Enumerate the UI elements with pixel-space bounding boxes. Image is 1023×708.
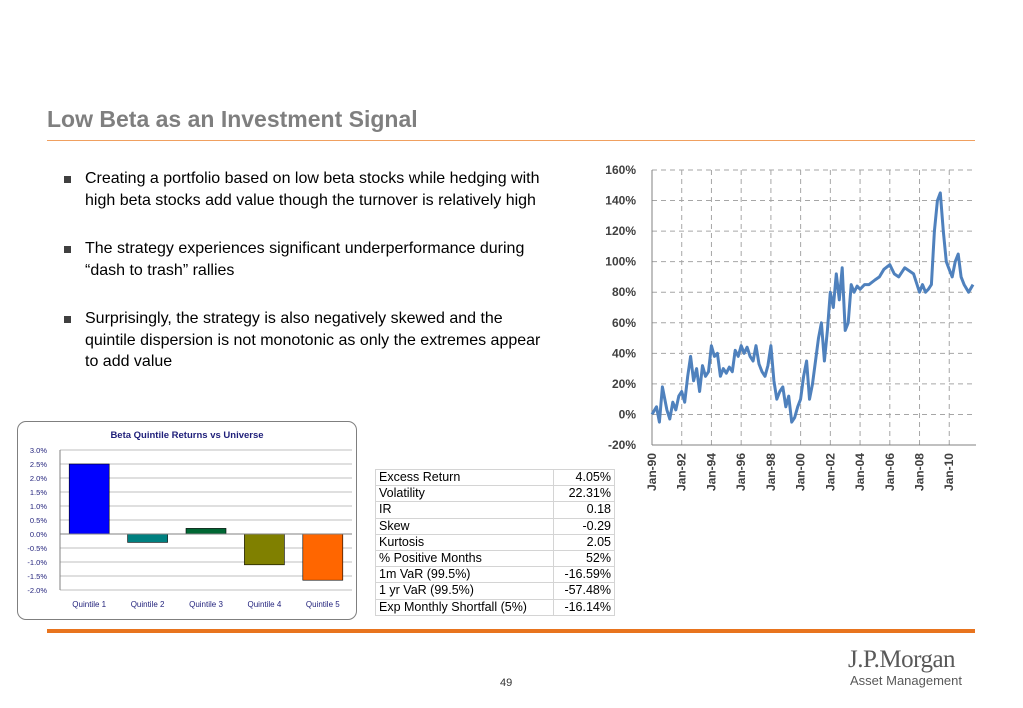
x-tick-label: Jan-94 xyxy=(704,453,718,491)
statistics-table: Excess Return 4.05% Volatility 22.31% IR 0.18… xyxy=(375,468,615,616)
stats-row: Volatility 22.31% xyxy=(375,485,615,503)
stats-row: IR 0.18 xyxy=(375,501,615,519)
title-divider xyxy=(47,140,975,141)
slide-title: Low Beta as an Investment Signal xyxy=(47,106,418,132)
y-tick-label: 80% xyxy=(612,285,636,299)
x-tick-label: Quintile 1 xyxy=(72,600,106,609)
stats-row: 1 yr VaR (99.5%) -57.48% xyxy=(375,582,615,600)
logo-wordmark: J.P.Morgan xyxy=(848,646,956,673)
stat-label: % Positive Months xyxy=(375,549,554,568)
stat-value: -0.29 xyxy=(553,517,615,535)
x-tick-label: Jan-06 xyxy=(883,453,897,491)
x-tick-label: Jan-96 xyxy=(734,453,748,491)
bullet-list: Creating a portfolio based on low beta s… xyxy=(60,168,550,400)
bar-chart-title: Beta Quintile Returns vs Universe xyxy=(110,430,263,441)
stats-row: Skew -0.29 xyxy=(375,517,615,535)
bullet-text: Surprisingly, the strategy is also negat… xyxy=(85,310,541,370)
stat-label: 1 yr VaR (99.5%) xyxy=(375,582,554,600)
y-tick-label: -1.0% xyxy=(27,558,47,567)
stats-row: Exp Monthly Shortfall (5%) -16.14% xyxy=(375,598,615,616)
y-tick-label: 2.0% xyxy=(30,474,47,483)
y-tick-label: -2.0% xyxy=(27,586,47,595)
cumulative-return-line-chart: 160% 140% 120% 100% 80% 60% 40% 20% 0% -20% Jan-90… xyxy=(605,163,976,491)
bar-quintile-1 xyxy=(68,463,110,535)
cumulative-return-series-line xyxy=(650,191,975,424)
y-tick-label: 40% xyxy=(612,346,636,360)
y-tick-label: 20% xyxy=(612,377,636,391)
stat-value: -57.48% xyxy=(553,582,615,600)
stat-value: 0.18 xyxy=(553,501,615,519)
stat-value: 2.05 xyxy=(553,533,615,551)
y-tick-label: 140% xyxy=(605,194,636,208)
stats-row: Kurtosis 2.05 xyxy=(375,533,615,551)
bullet-item: Creating a portfolio based on low beta s… xyxy=(60,168,550,211)
stat-label: Volatility xyxy=(375,485,554,503)
bar-quintile-4 xyxy=(244,533,285,566)
stat-value: 52% xyxy=(553,549,615,568)
bar-quintile-2 xyxy=(127,533,168,543)
stat-label: Skew xyxy=(375,517,554,535)
stat-label: 1m VaR (99.5%) xyxy=(375,566,554,584)
stats-row: 1m VaR (99.5%) -16.59% xyxy=(375,566,615,584)
stat-value: 4.05% xyxy=(553,468,615,487)
y-tick-label: 3.0% xyxy=(30,446,47,455)
x-tick-label: Jan-10 xyxy=(942,453,956,491)
bullet-item: The strategy experiences significant und… xyxy=(60,238,550,281)
stat-value: -16.59% xyxy=(553,566,615,584)
y-tick-label: 1.5% xyxy=(30,488,47,497)
y-tick-label: -1.5% xyxy=(27,572,47,581)
stat-label: IR xyxy=(375,501,554,519)
jpmorgan-logo: J.P.Morgan Asset Management xyxy=(848,647,962,689)
x-tick-label: Quintile 5 xyxy=(306,600,340,609)
x-tick-label: Jan-98 xyxy=(764,453,778,491)
logo-subtitle: Asset Management xyxy=(850,673,963,688)
bar-quintile-3 xyxy=(185,528,227,535)
x-tick-label: Quintile 2 xyxy=(131,600,165,609)
x-tick-label: Jan-02 xyxy=(823,453,837,491)
footer-accent-bar xyxy=(47,629,975,633)
x-tick-label: Jan-92 xyxy=(675,453,689,491)
bullet-text: The strategy experiences significant und… xyxy=(85,240,525,279)
x-tick-label: Jan-90 xyxy=(645,453,659,491)
quintile-chart-frame: Beta Quintile Returns vs Universe 3.0% 2.5… xyxy=(17,421,357,620)
x-tick-label: Jan-00 xyxy=(794,453,808,491)
y-tick-label: 160% xyxy=(605,163,636,177)
y-tick-label: 100% xyxy=(605,255,636,269)
y-tick-label: 60% xyxy=(612,316,636,330)
stat-label: Excess Return xyxy=(375,468,554,487)
x-tick-label: Quintile 4 xyxy=(248,600,282,609)
stat-label: Exp Monthly Shortfall (5%) xyxy=(375,598,554,616)
square-bullet-icon xyxy=(64,316,71,323)
y-tick-label: 0.0% xyxy=(30,530,47,539)
x-tick-label: Jan-04 xyxy=(853,453,867,491)
stat-value: -16.14% xyxy=(553,598,615,616)
stats-row: % Positive Months 52% xyxy=(375,549,615,568)
page-number: 49 xyxy=(500,677,513,689)
bullet-item: Surprisingly, the strategy is also negat… xyxy=(60,308,550,373)
y-tick-label: -20% xyxy=(608,438,636,452)
square-bullet-icon xyxy=(64,246,71,253)
y-tick-label: 0.5% xyxy=(30,516,47,525)
bullet-text: Creating a portfolio based on low beta s… xyxy=(85,170,540,209)
stat-value: 22.31% xyxy=(553,485,615,503)
y-tick-label: 120% xyxy=(605,224,636,238)
x-tick-label: Quintile 3 xyxy=(189,600,223,609)
y-tick-label: -0.5% xyxy=(27,544,47,553)
x-tick-label: Jan-08 xyxy=(913,453,927,491)
y-tick-label: 2.5% xyxy=(30,460,47,469)
y-tick-label: 0% xyxy=(619,407,637,421)
beta-quintile-bar-chart: Beta Quintile Returns vs Universe 3.0% 2.5… xyxy=(27,430,352,609)
stat-label: Kurtosis xyxy=(375,533,554,551)
stats-row: Excess Return 4.05% xyxy=(375,468,615,487)
bar-quintile-5 xyxy=(302,533,344,581)
square-bullet-icon xyxy=(64,176,71,183)
y-tick-label: 1.0% xyxy=(30,502,47,511)
